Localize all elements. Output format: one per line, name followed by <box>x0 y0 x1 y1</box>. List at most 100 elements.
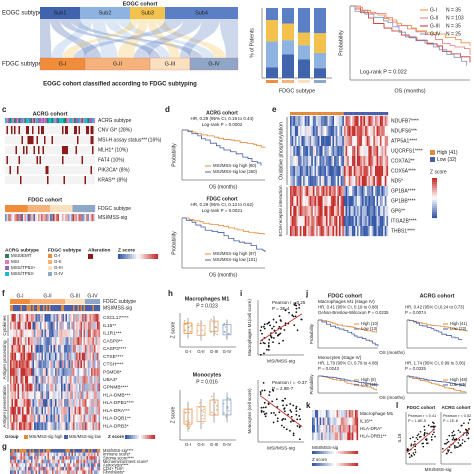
heatmap-cell <box>64 466 66 471</box>
point <box>452 430 455 433</box>
heatmap-cell <box>77 146 79 155</box>
heatmap-cell <box>65 305 68 312</box>
heatmap-cell <box>328 432 331 441</box>
heatmap-cell <box>16 360 18 369</box>
heatmap-cell <box>366 166 369 177</box>
stack-segment <box>314 52 326 69</box>
heatmap-cell <box>325 112 328 116</box>
heatmap-cell <box>95 470 98 474</box>
point <box>210 318 212 321</box>
heatmap-cell <box>44 136 46 145</box>
heatmap-cell <box>94 456 96 460</box>
flow-ribbon <box>73 19 184 58</box>
heatmap-cell <box>85 314 87 322</box>
heatmap-cell <box>11 136 13 145</box>
heatmap-cell <box>36 156 39 165</box>
heatmap-cell <box>29 466 32 471</box>
heatmap-cell <box>294 186 297 197</box>
heatmap-cell <box>381 166 384 177</box>
heatmap-cell <box>97 305 99 312</box>
heatmap-cell <box>74 205 76 213</box>
heatmap-cell <box>50 470 53 474</box>
heatmap-cell <box>24 126 27 135</box>
heatmap-cell <box>63 214 66 222</box>
caption: EOGC cohort classified according to FDGC… <box>43 82 197 88</box>
heatmap-cell <box>98 399 101 407</box>
point <box>406 449 409 452</box>
heatmap-cell <box>48 166 51 175</box>
heatmap-cell <box>22 329 24 338</box>
heatmap-cell <box>330 176 333 187</box>
point <box>223 324 225 326</box>
heatmap-cell <box>62 305 65 312</box>
heatmap-cell <box>356 166 359 177</box>
heatmap-cell <box>373 216 376 227</box>
heatmap-cell <box>52 459 54 464</box>
heatmap-cell <box>28 449 30 453</box>
heatmap-cell <box>339 116 341 127</box>
heatmap-cell <box>23 146 25 155</box>
legend-swatch <box>5 266 9 270</box>
heatmap-cell <box>82 305 84 312</box>
heatmap-cell <box>43 422 45 431</box>
heatmap-cell <box>378 166 380 177</box>
heatmap-cell <box>335 186 338 197</box>
legend-gradient <box>145 435 148 439</box>
heatmap-cell <box>14 156 16 165</box>
heatmap-cell <box>312 126 315 137</box>
stack-segment <box>298 45 310 60</box>
heatmap-cell <box>65 399 68 407</box>
heatmap-cell <box>92 383 95 392</box>
heatmap-cell <box>29 368 32 377</box>
point <box>468 418 471 421</box>
heatmap-cell <box>43 452 45 457</box>
panel-label: k <box>306 401 311 410</box>
heatmap-cell <box>37 466 39 471</box>
heatmap-cell <box>98 406 101 415</box>
heatmap-cell <box>296 136 299 147</box>
sets: Antigen presentation <box>2 385 7 428</box>
heatmap-cell <box>10 321 12 330</box>
heatmap-cell <box>306 146 309 157</box>
group-swatch <box>298 80 310 83</box>
heatmap-cell <box>77 214 79 222</box>
heatmap-cell <box>53 459 56 464</box>
heatmap-cell <box>74 422 77 431</box>
heatmap-cell <box>9 156 12 165</box>
heatmap-cell <box>324 146 327 157</box>
heatmap-cell <box>66 166 69 175</box>
heatmap-cell <box>40 314 42 322</box>
heatmap-cell <box>11 383 14 392</box>
heatmap-cell <box>351 425 354 433</box>
heatmap-cell <box>68 368 71 377</box>
heatmap-cell <box>14 456 17 460</box>
groups: G-III <box>165 61 176 67</box>
rows-acrg-legend: High (41) <box>450 321 468 326</box>
heatmap-cell <box>324 186 327 197</box>
heatmap-cell <box>18 156 21 165</box>
heatmap-cell <box>94 463 96 468</box>
point <box>282 404 284 407</box>
heatmap-cell <box>53 126 55 135</box>
heatmap-cell <box>371 216 374 227</box>
heatmap-cell <box>65 459 68 464</box>
heatmap-cell <box>14 329 17 338</box>
heatmap-cell <box>44 166 46 175</box>
heatmap-cell <box>56 391 59 400</box>
heatmap-cell <box>68 176 70 185</box>
heatmap-cell <box>360 216 363 227</box>
heatmap-cell <box>46 383 48 392</box>
heatmap-cell <box>32 126 34 135</box>
heatmap-cell <box>21 176 24 185</box>
heatmap-cell <box>10 459 12 464</box>
top-label: EOGC subtype <box>2 11 43 17</box>
heatmap-cell <box>44 383 47 392</box>
heatmap-cell <box>376 196 379 207</box>
heatmap-cell <box>384 136 387 147</box>
heatmap-cell <box>13 399 15 407</box>
heatmap-cell <box>40 305 42 312</box>
heatmap-cell <box>71 329 74 338</box>
heatmap-cell <box>294 166 297 177</box>
heatmap-cell <box>41 136 43 145</box>
heatmap-cell <box>386 116 389 127</box>
